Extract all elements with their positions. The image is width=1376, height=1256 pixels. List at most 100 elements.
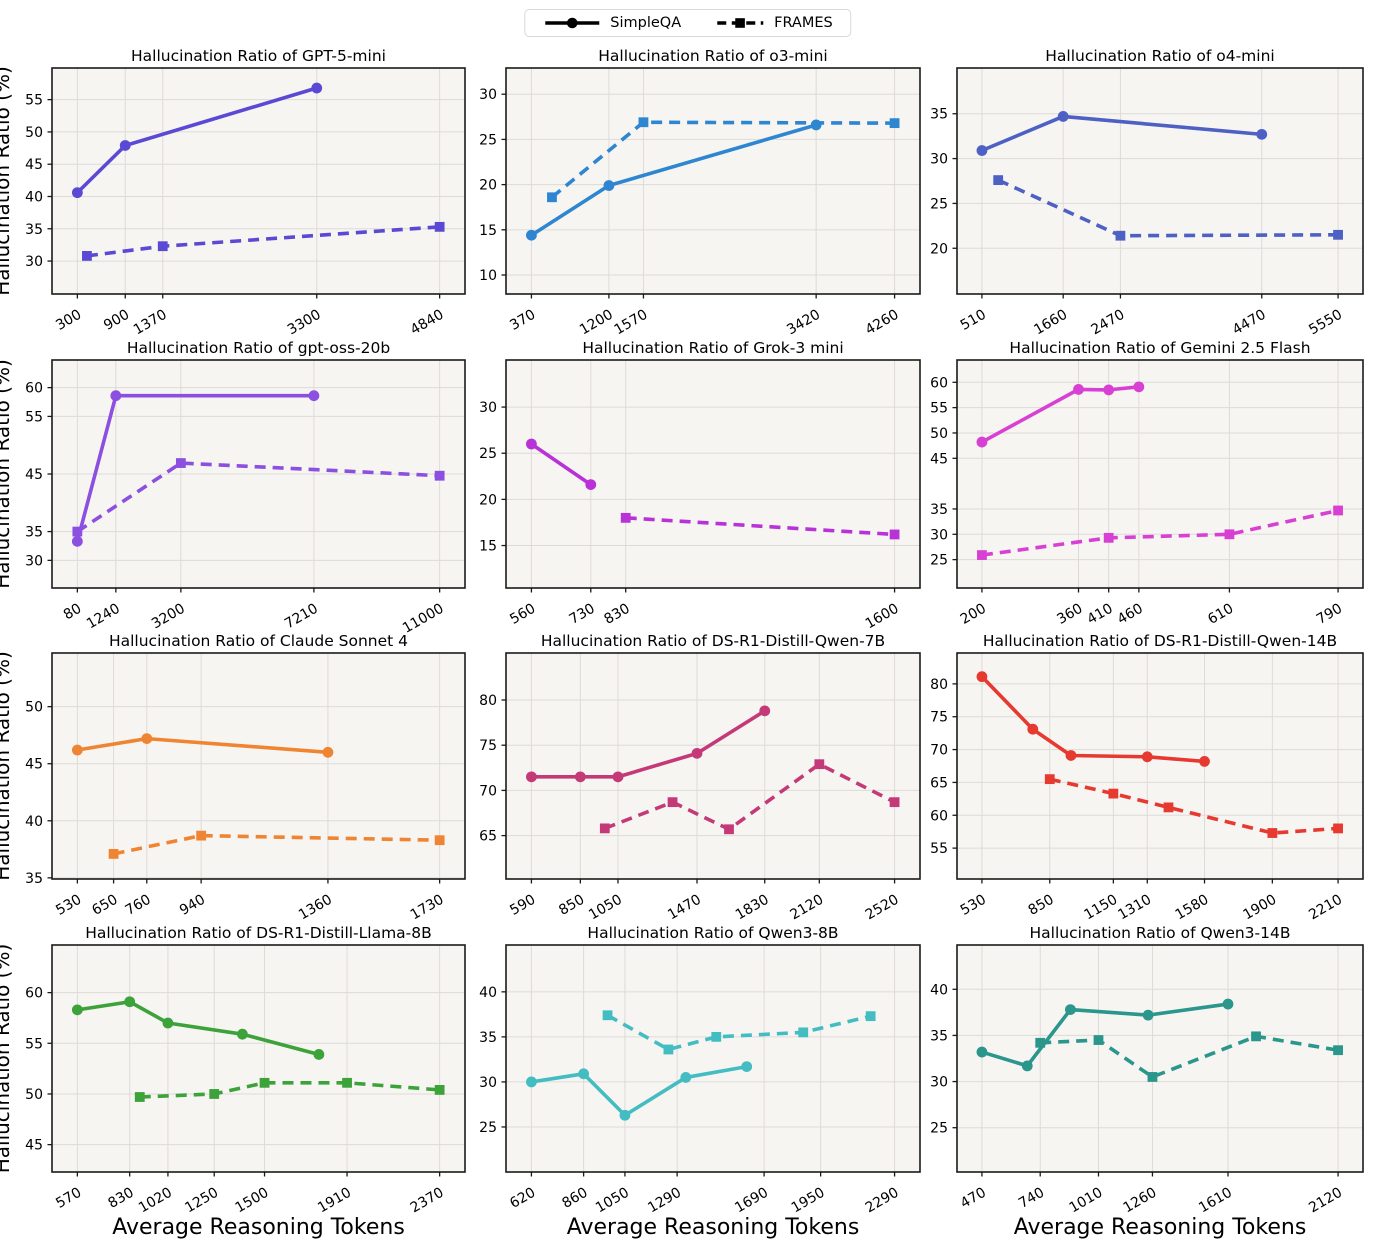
data-point: [1163, 802, 1174, 813]
series-frames-o3-mini: [547, 117, 900, 203]
chart-title-o3-mini: Hallucination Ratio of o3-mini: [598, 47, 827, 65]
data-point: [602, 1010, 613, 1021]
x-tick-label: 940: [177, 892, 208, 919]
chart-title-ds-r1-distill-llama-8b: Hallucination Ratio of DS-R1-Distill-Lla…: [85, 924, 432, 942]
data-point: [620, 512, 631, 523]
y-tick-label: 60: [25, 986, 43, 1002]
plot-area: [506, 360, 920, 588]
chart-grok-3-mini: 560 730 830 1600 15 20 25 30 Hallucination Ratio…: [448, 336, 934, 644]
data-point: [526, 438, 537, 450]
series-frames-grok-3-mini: [620, 512, 900, 540]
data-point: [434, 470, 445, 481]
data-point: [574, 771, 586, 783]
x-tick-label: 1690: [732, 1185, 771, 1217]
y-tick-label: 20: [479, 492, 497, 508]
data-point: [759, 705, 771, 717]
data-point: [308, 390, 320, 402]
chart-svg-claude-sonnet-4: 530 650 760 940 1360 1730 35 40 45 50 Hallucinatio…: [0, 632, 466, 923]
axes-frame: [505, 67, 921, 295]
chart-svg-o4-mini: 510 1660 2470 4470 5550 20 25 30 35 Hallucination…: [930, 47, 1364, 339]
y-tick-label: 35: [930, 107, 948, 123]
data-point: [1065, 1004, 1076, 1015]
y-tick-label: 20: [930, 241, 948, 257]
data-point: [976, 671, 988, 683]
chart-title-qwen3-14b: Hallucination Ratio of Qwen3-14B: [1030, 924, 1291, 942]
data-point: [724, 824, 734, 835]
y-tick-label: 45: [25, 757, 43, 773]
tick-marks: [47, 386, 441, 593]
y-tick-label: 50: [25, 1087, 43, 1103]
x-tick-label: 2210: [1306, 892, 1345, 924]
y-tick-label: 30: [930, 1075, 948, 1091]
x-tick-label: 2470: [1089, 307, 1128, 339]
chart-svg-gemini-2-5-flash: 200 360 410 460 610 790 25 30 35 45 50 55 60 Hallucin…: [930, 339, 1364, 628]
x-tick-label: 2120: [787, 892, 826, 924]
data-point: [342, 1077, 352, 1088]
data-point: [585, 479, 597, 491]
y-tick-label: 60: [930, 375, 948, 391]
x-tick-label: 1950: [789, 1185, 828, 1217]
plot-area: [52, 653, 465, 879]
data-point: [1103, 384, 1115, 396]
y-tick-label: 15: [479, 539, 497, 555]
chart-title-qwen3-8b: Hallucination Ratio of Qwen3-8B: [587, 924, 838, 942]
y-tick-label: 55: [930, 401, 948, 417]
series-simpleqa-grok-3-mini: [526, 438, 597, 491]
axes-frame: [956, 67, 1364, 295]
data-point: [236, 1028, 248, 1040]
y-tick-label: 35: [25, 222, 43, 238]
data-point: [547, 192, 557, 203]
frames-line: [1040, 1034, 1339, 1079]
gridlines: [957, 68, 1363, 294]
y-axis-label: Hallucination Ratio (%): [0, 66, 14, 296]
frames-line-icon: [717, 18, 764, 28]
chart-title-ds-r1-distill-qwen-7b: Hallucination Ratio of DS-R1-Distill-Qwe…: [541, 632, 885, 650]
x-axis-label: Average Reasoning Tokens: [112, 1215, 405, 1240]
data-point: [1133, 381, 1145, 393]
gridlines: [957, 945, 1363, 1172]
chart-qwen3-8b: 620 860 1050 1290 1690 1950 2290 25 30 35 40 Halluc…: [448, 921, 934, 1252]
data-point: [993, 175, 1004, 186]
data-point: [1057, 111, 1069, 122]
y-tick-label: 25: [479, 446, 497, 462]
data-point: [72, 526, 83, 537]
series-frames-ds-r1-distill-qwen-7b: [599, 759, 900, 835]
x-tick-label: 850: [556, 892, 587, 919]
y-tick-label: 30: [479, 87, 497, 103]
x-tick-label: 1910: [315, 1185, 354, 1217]
gridlines: [506, 360, 920, 588]
data-point: [1141, 751, 1153, 763]
simpleqa-line-icon: [545, 17, 600, 29]
legend-label-simpleqa: SimpleQA: [610, 15, 682, 31]
x-tick-label: 1370: [131, 307, 170, 339]
y-tick-label: 50: [930, 426, 948, 442]
y-tick-label: 30: [25, 553, 43, 569]
tick-marks: [952, 113, 1339, 299]
data-point: [196, 830, 207, 841]
x-tick-label: 530: [958, 892, 989, 919]
x-tick-label: 80: [61, 601, 84, 624]
series-simpleqa-gpt-oss-20b: [71, 390, 320, 547]
x-tick-label: 1260: [1121, 1185, 1160, 1217]
data-point: [1147, 1072, 1158, 1082]
data-point: [1093, 1035, 1104, 1045]
data-point: [134, 1092, 145, 1102]
x-tick-label: 560: [507, 601, 538, 628]
data-point: [1108, 788, 1119, 799]
x-tick-label: 5550: [1306, 307, 1345, 339]
gridlines: [52, 360, 465, 588]
x-tick-label: 1200: [577, 307, 616, 339]
frames-line: [625, 516, 895, 537]
x-tick-label: 830: [602, 601, 633, 628]
chart-svg-ds-r1-distill-llama-8b: 570 830 1020 1250 1500 1910 2370 45 50 55 60 Halluc…: [0, 924, 466, 1240]
y-tick-label: 20: [479, 178, 497, 194]
y-tick-label: 75: [930, 710, 948, 726]
plot-area: [506, 945, 920, 1172]
data-point: [680, 1072, 692, 1083]
data-point: [71, 187, 83, 199]
data-point: [119, 140, 131, 151]
y-tick-label: 10: [479, 268, 497, 284]
y-tick-label: 45: [25, 157, 43, 173]
data-point: [162, 1017, 174, 1029]
